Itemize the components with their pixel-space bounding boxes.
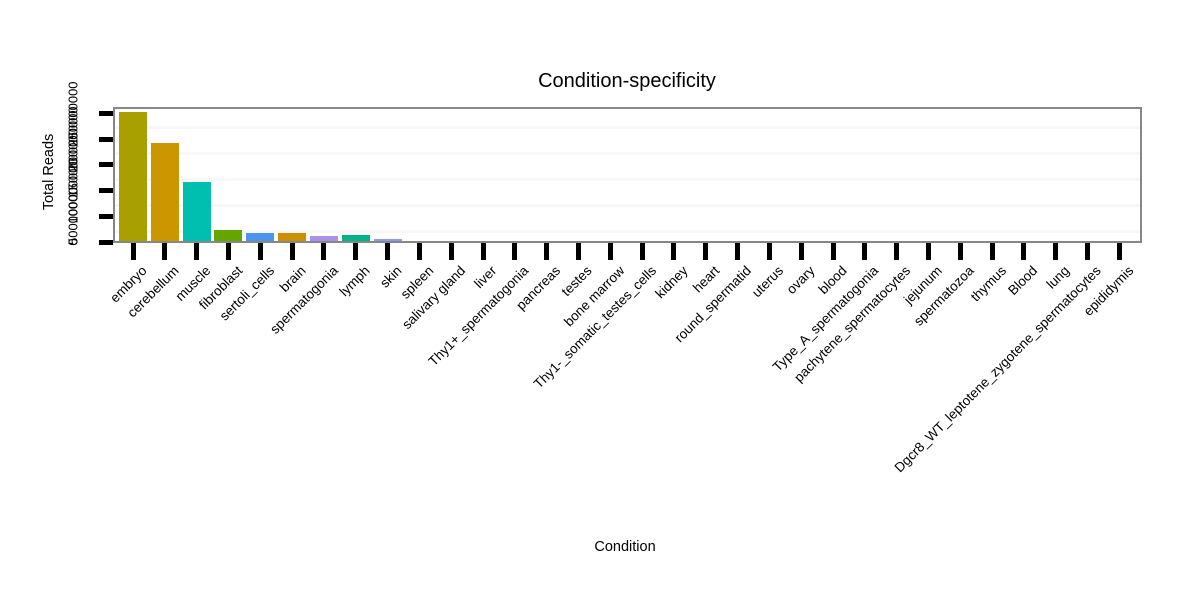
x-tick (1053, 243, 1059, 260)
gridline (115, 152, 1140, 155)
x-tick-label: Blood (1005, 263, 1041, 299)
x-tick (735, 243, 741, 260)
x-tick (448, 243, 454, 260)
x-tick (830, 243, 836, 260)
bar-sertoli-cells (246, 232, 275, 241)
x-tick (225, 243, 231, 260)
x-tick (1085, 243, 1091, 260)
plot-area (113, 107, 1142, 243)
x-tick (321, 243, 327, 260)
x-tick (544, 243, 550, 260)
bar-embryo (119, 111, 147, 241)
y-tick (99, 162, 113, 168)
x-tick (862, 243, 868, 260)
gridline (115, 204, 1140, 207)
gridline (115, 126, 1140, 129)
y-tick (99, 136, 113, 142)
bar-cerebellum (150, 142, 179, 241)
x-tick (894, 243, 900, 260)
x-tick (194, 243, 200, 260)
x-tick-label: kidney (652, 263, 691, 302)
x-tick (1116, 243, 1122, 260)
x-tick (989, 243, 995, 260)
x-tick (575, 243, 581, 260)
x-tick (130, 243, 136, 260)
bar-skin (373, 238, 402, 241)
bar-fibroblast (214, 229, 243, 241)
y-tick (99, 188, 113, 194)
y-tick (99, 213, 113, 219)
bar-brain (278, 232, 307, 241)
y-axis-title: Total Reads (41, 133, 57, 211)
x-tick-label: thymus (967, 263, 1009, 305)
x-tick (385, 243, 391, 260)
gridline (115, 230, 1140, 233)
x-tick (416, 243, 422, 260)
x-tick (353, 243, 359, 260)
y-tick (99, 111, 113, 116)
bar-spermatogonia (309, 235, 338, 241)
x-tick (162, 243, 168, 260)
x-tick-label: uterus (748, 263, 787, 301)
chart-title: Condition-specificity (538, 70, 716, 92)
x-axis-title: Condition (594, 539, 656, 555)
y-tick-label: 250000000 (65, 80, 81, 147)
x-tick (289, 243, 295, 260)
x-tick-label: ovary (783, 263, 818, 297)
x-tick-label: skin (376, 263, 405, 291)
x-tick (257, 243, 263, 260)
x-tick (957, 243, 963, 260)
x-tick (480, 243, 486, 260)
x-tick (671, 243, 677, 260)
gridline (115, 178, 1140, 181)
x-tick (703, 243, 709, 260)
x-tick (1021, 243, 1027, 260)
x-tick (512, 243, 518, 260)
x-tick (607, 243, 613, 260)
x-tick (926, 243, 931, 260)
x-tick-label: Dgcr8_WT_leptotene_zygotene_spermatocyte… (891, 263, 1105, 476)
x-tick-label: lymph (336, 263, 373, 300)
bar-muscle (182, 181, 211, 241)
bar-lymph (341, 234, 370, 241)
x-tick (798, 243, 804, 260)
y-tick (99, 239, 113, 245)
x-tick (639, 243, 645, 260)
x-tick (766, 243, 772, 260)
